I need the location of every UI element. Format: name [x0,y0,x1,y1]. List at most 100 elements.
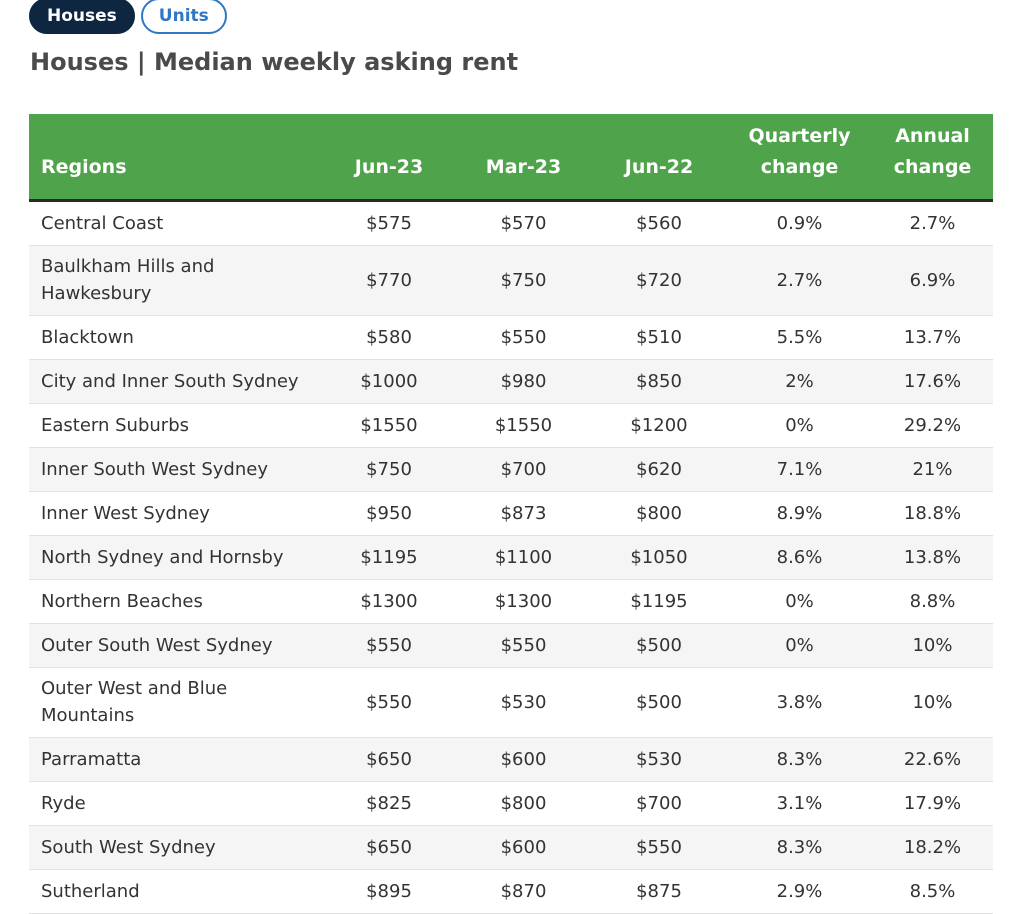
header-jun22: Jun-22 [591,114,727,202]
cell-region: Inner West Sydney [29,491,322,536]
cell-jun23: $550 [322,623,456,668]
cell-jun22: $500 [591,667,727,738]
cell-annual-change: 10% [872,667,993,738]
table-row: Ryde $825 $800 $700 3.1% 17.9% [29,781,993,826]
cell-quarterly-change: 3.1% [727,781,872,826]
cell-jun23: $580 [322,315,456,360]
cell-mar23: $570 [456,200,591,246]
cell-jun23: $1550 [322,403,456,448]
table-row: Eastern Suburbs $1550 $1550 $1200 0% 29.2% [29,403,993,448]
cell-jun22: $560 [591,200,727,246]
table-row: Central Coast $575 $570 $560 0.9% 2.7% [29,200,993,246]
cell-quarterly-change: 8.3% [727,737,872,782]
table-body: Central Coast $575 $570 $560 0.9% 2.7% Baulkha… [29,200,993,914]
cell-quarterly-change: 7.1% [727,447,872,492]
cell-region: Sutherland [29,869,322,914]
header-annual-line1: Annual [895,124,970,147]
cell-jun22: $550 [591,825,727,870]
cell-jun22: $530 [591,737,727,782]
cell-mar23: $800 [456,781,591,826]
header-regions: Regions [29,114,322,202]
cell-mar23: $1100 [456,535,591,580]
property-type-tabs: Houses Units [29,0,227,34]
table-row: Blacktown $580 $550 $510 5.5% 13.7% [29,315,993,360]
cell-jun22: $1195 [591,579,727,624]
cell-annual-change: 29.2% [872,403,993,448]
table-header: Regions Jun-23 Mar-23 Jun-22 Quarterly ch… [29,114,993,202]
cell-jun23: $1300 [322,579,456,624]
cell-annual-change: 13.7% [872,315,993,360]
cell-mar23: $870 [456,869,591,914]
cell-region: Blacktown [29,315,322,360]
cell-region: Eastern Suburbs [29,403,322,448]
cell-mar23: $550 [456,315,591,360]
cell-jun22: $700 [591,781,727,826]
cell-annual-change: 2.7% [872,200,993,246]
header-quarterly-change: Quarterly change [727,114,872,202]
cell-annual-change: 10% [872,623,993,668]
cell-region: Baulkham Hills and Hawkesbury [29,245,322,316]
table-row: City and Inner South Sydney $1000 $980 $850… [29,359,993,404]
tab-houses[interactable]: Houses [29,0,135,34]
cell-annual-change: 8.5% [872,869,993,914]
header-quarterly-line1: Quarterly [748,124,851,147]
cell-annual-change: 8.8% [872,579,993,624]
page-title: Houses | Median weekly asking rent [30,48,519,76]
cell-annual-change: 18.2% [872,825,993,870]
cell-annual-change: 21% [872,447,993,492]
cell-region: Northern Beaches [29,579,322,624]
cell-region: City and Inner South Sydney [29,359,322,404]
cell-jun23: $950 [322,491,456,536]
cell-jun23: $650 [322,737,456,782]
cell-region: Ryde [29,781,322,826]
cell-quarterly-change: 0% [727,403,872,448]
cell-quarterly-change: 5.5% [727,315,872,360]
cell-mar23: $1300 [456,579,591,624]
cell-mar23: $750 [456,245,591,316]
cell-jun22: $850 [591,359,727,404]
cell-region: Central Coast [29,200,322,246]
cell-jun23: $1000 [322,359,456,404]
cell-annual-change: 13.8% [872,535,993,580]
cell-jun22: $800 [591,491,727,536]
table-row: Northern Beaches $1300 $1300 $1195 0% 8.8% [29,579,993,624]
table-row: South West Sydney $650 $600 $550 8.3% 18.2% [29,825,993,870]
table-row: North Sydney and Hornsby $1195 $1100 $1050 8… [29,535,993,580]
cell-region: North Sydney and Hornsby [29,535,322,580]
cell-quarterly-change: 0.9% [727,200,872,246]
cell-annual-change: 17.9% [872,781,993,826]
header-annual-line2: change [893,155,972,178]
header-annual-change: Annual change [872,114,993,202]
table-row: Inner South West Sydney $750 $700 $620 7.1% 2… [29,447,993,492]
cell-jun23: $895 [322,869,456,914]
rent-table: Regions Jun-23 Mar-23 Jun-22 Quarterly ch… [29,114,993,914]
cell-jun23: $575 [322,200,456,246]
cell-mar23: $600 [456,825,591,870]
cell-jun22: $1200 [591,403,727,448]
cell-mar23: $530 [456,667,591,738]
cell-jun22: $1050 [591,535,727,580]
cell-quarterly-change: 2.7% [727,245,872,316]
cell-mar23: $1550 [456,403,591,448]
cell-quarterly-change: 2.9% [727,869,872,914]
cell-mar23: $600 [456,737,591,782]
cell-quarterly-change: 0% [727,623,872,668]
cell-region: Parramatta [29,737,322,782]
table-row: Outer West and Blue Mountains $550 $530 $50… [29,667,993,738]
header-quarterly-line2: change [760,155,839,178]
cell-quarterly-change: 8.9% [727,491,872,536]
tab-units[interactable]: Units [140,0,227,34]
header-row: Regions Jun-23 Mar-23 Jun-22 Quarterly ch… [29,114,993,202]
cell-region: South West Sydney [29,825,322,870]
cell-jun22: $510 [591,315,727,360]
cell-mar23: $873 [456,491,591,536]
cell-annual-change: 22.6% [872,737,993,782]
cell-jun22: $875 [591,869,727,914]
cell-jun23: $1195 [322,535,456,580]
cell-quarterly-change: 0% [727,579,872,624]
cell-region: Inner South West Sydney [29,447,322,492]
cell-jun22: $500 [591,623,727,668]
cell-annual-change: 18.8% [872,491,993,536]
cell-jun23: $650 [322,825,456,870]
cell-quarterly-change: 8.3% [727,825,872,870]
